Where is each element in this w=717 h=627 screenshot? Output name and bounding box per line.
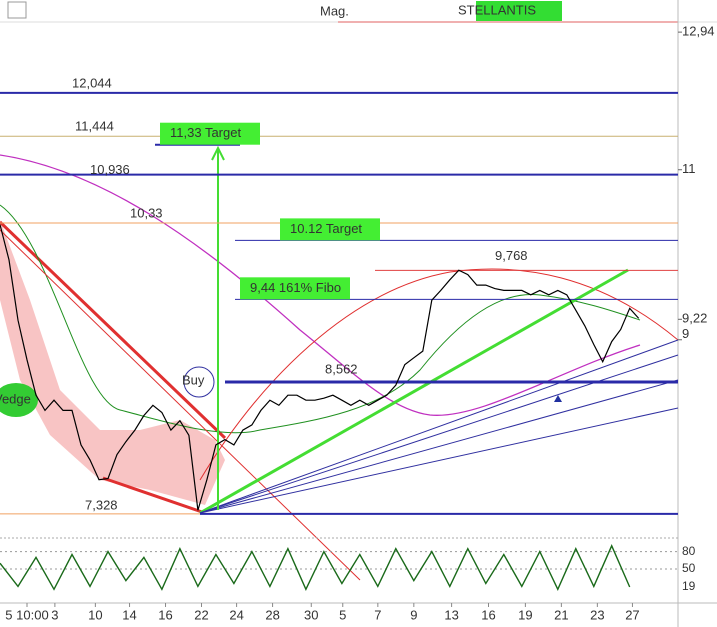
mid-ma	[0, 204, 641, 434]
x-tick-label: 16	[481, 607, 495, 622]
osc-tick-label: 50	[682, 561, 696, 575]
wedge-fill	[0, 220, 225, 505]
level-label: 8,562	[325, 361, 358, 376]
x-tick-label: 16	[158, 607, 172, 622]
target-arrow-head	[211, 145, 225, 161]
up-arrow	[554, 395, 562, 402]
x-tick-label: 23	[590, 607, 604, 622]
channel-line	[0, 229, 361, 581]
y-tick-label: 9	[682, 326, 689, 341]
subtitle: Mag.	[320, 3, 349, 18]
osc-tick-label: 80	[682, 544, 696, 558]
level-label: 9,768	[495, 248, 528, 263]
wedge-bottom	[102, 476, 203, 514]
toolbar-icon[interactable]	[7, 1, 27, 19]
target-box	[160, 122, 260, 145]
osc-line	[0, 544, 631, 591]
y-tick-label: 9,22	[682, 311, 707, 326]
level-label: 11,444	[75, 119, 114, 134]
x-tick-label: 19	[518, 607, 532, 622]
target-box	[240, 277, 350, 300]
target-label: 10.12 Target	[290, 221, 362, 236]
y-tick-label: 12,94	[682, 24, 715, 39]
x-tick-label: 13	[444, 607, 458, 622]
x-tick-label: 5 10:00	[5, 607, 48, 622]
vedge-badge	[0, 383, 38, 417]
x-tick-label: 5	[339, 607, 346, 622]
fan-line	[199, 407, 679, 514]
x-tick-label: 24	[229, 607, 243, 622]
fan-line	[199, 379, 679, 514]
arc	[199, 268, 679, 481]
buy-circle	[183, 366, 215, 398]
price-line	[0, 224, 640, 511]
target-label: 9,44 161% Fibo	[250, 280, 341, 295]
x-tick-label: 22	[194, 607, 208, 622]
x-tick-label: 10	[88, 607, 102, 622]
trend-line	[199, 268, 629, 515]
long-ma	[0, 154, 641, 416]
level-label: 12,044	[72, 75, 112, 90]
y-tick-label: 11	[682, 161, 696, 176]
chart-title: STELLANTIS	[458, 2, 536, 17]
target-box	[280, 218, 380, 241]
target-label: 11,33 Target	[170, 125, 241, 140]
buy-label: Buy	[182, 372, 205, 387]
osc-last-label: 19	[682, 579, 696, 593]
x-tick-label: 21	[554, 607, 568, 622]
x-tick-label: 14	[122, 607, 136, 622]
x-tick-label: 3	[51, 607, 58, 622]
x-tick-label: 9	[410, 607, 417, 622]
x-tick-label: 28	[265, 607, 279, 622]
level-label: 10,33	[130, 205, 163, 220]
fan-line	[199, 339, 679, 514]
level-label: 7,328	[85, 497, 118, 512]
x-tick-label: 7	[374, 607, 381, 622]
vedge-label: Vedge	[0, 391, 31, 406]
x-tick-label: 27	[625, 607, 639, 622]
x-tick-label: 30	[304, 607, 318, 622]
level-label: 10,936	[90, 162, 130, 177]
title-box	[476, 1, 562, 21]
